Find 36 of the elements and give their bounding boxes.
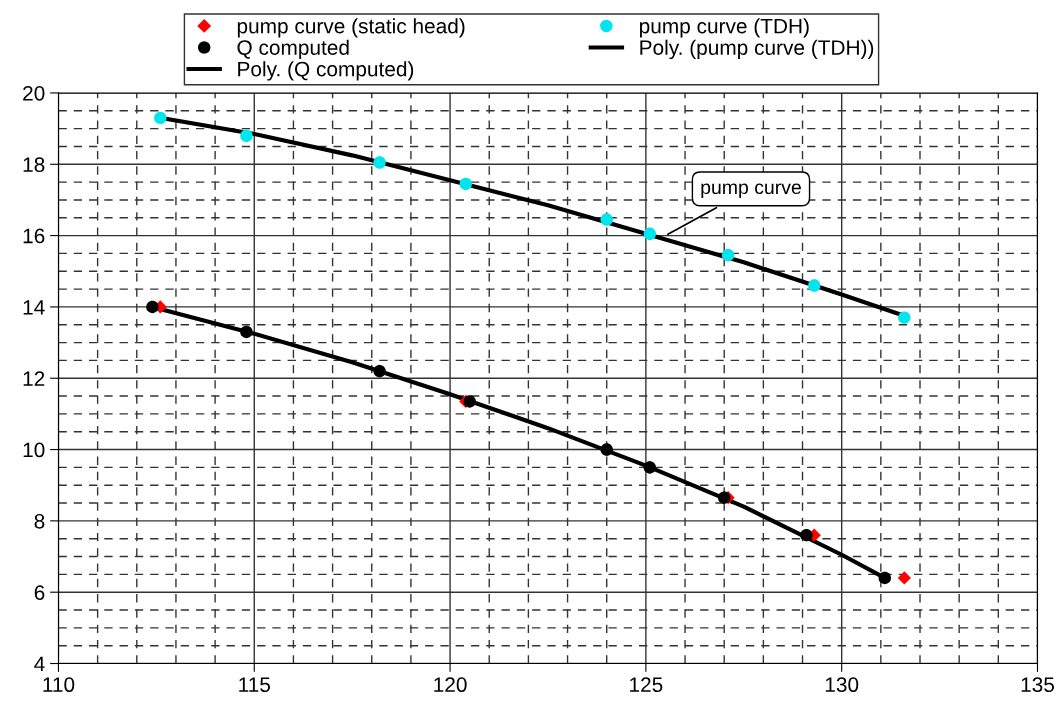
y-tick-label: 12 (23, 371, 45, 386)
y-tick-label: 18 (23, 157, 45, 173)
legend-label: pump curve (static head) (237, 18, 465, 38)
x-tick-label: 130 (825, 677, 859, 693)
annotation: pump curve (701, 183, 801, 198)
point (897, 571, 911, 585)
point (463, 395, 476, 408)
point (240, 129, 253, 142)
y-tick-label: 8 (34, 513, 45, 529)
point (878, 571, 891, 585)
point (808, 279, 821, 292)
point (717, 491, 731, 504)
point (146, 300, 159, 314)
y-tick-label: 16 (23, 228, 45, 244)
x-tick-label: 115 (239, 677, 271, 693)
y-tick-label: 10 (23, 442, 45, 458)
y-tick-label: 4 (34, 656, 45, 672)
x-tick-label: 125 (630, 677, 663, 693)
point (459, 177, 472, 191)
y-tick-label: 6 (34, 585, 45, 600)
point (373, 156, 386, 169)
point (643, 227, 657, 241)
point (600, 213, 613, 226)
point (800, 528, 813, 542)
x-tick-label: 135 (1021, 677, 1054, 693)
point (898, 311, 911, 324)
point (154, 111, 167, 125)
y-tick-label: 20 (23, 85, 45, 101)
point (721, 248, 735, 262)
legend-label: Poly. (Q computed) (238, 61, 414, 81)
x-tick-label: 120 (434, 677, 467, 693)
y-tick-label: 14 (23, 300, 45, 315)
legend-label: pump curve (TDH) (640, 18, 809, 38)
legend-label: Poly. (pump curve (TDH)) (640, 39, 874, 60)
x-tick-label: 110 (43, 677, 75, 693)
legend-label: Q computed (237, 39, 349, 60)
